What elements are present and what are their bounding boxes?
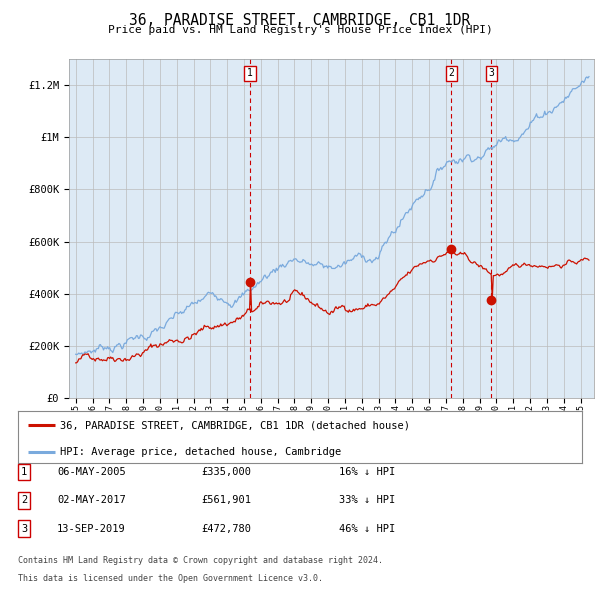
Text: HPI: Average price, detached house, Cambridge: HPI: Average price, detached house, Camb…: [60, 447, 341, 457]
Text: 13-SEP-2019: 13-SEP-2019: [57, 524, 126, 533]
Text: 1: 1: [247, 68, 253, 78]
Text: 06-MAY-2005: 06-MAY-2005: [57, 467, 126, 477]
Text: 1: 1: [21, 467, 27, 477]
Text: £472,780: £472,780: [201, 524, 251, 533]
Text: £561,901: £561,901: [201, 496, 251, 505]
Text: 36, PARADISE STREET, CAMBRIDGE, CB1 1DR: 36, PARADISE STREET, CAMBRIDGE, CB1 1DR: [130, 13, 470, 28]
Text: 33% ↓ HPI: 33% ↓ HPI: [339, 496, 395, 505]
Text: 02-MAY-2017: 02-MAY-2017: [57, 496, 126, 505]
Text: £335,000: £335,000: [201, 467, 251, 477]
Text: Price paid vs. HM Land Registry's House Price Index (HPI): Price paid vs. HM Land Registry's House …: [107, 25, 493, 35]
Text: 46% ↓ HPI: 46% ↓ HPI: [339, 524, 395, 533]
Text: 3: 3: [21, 524, 27, 533]
Text: 2: 2: [21, 496, 27, 505]
Text: 2: 2: [449, 68, 454, 78]
Text: 3: 3: [488, 68, 494, 78]
Text: This data is licensed under the Open Government Licence v3.0.: This data is licensed under the Open Gov…: [18, 574, 323, 583]
Text: 36, PARADISE STREET, CAMBRIDGE, CB1 1DR (detached house): 36, PARADISE STREET, CAMBRIDGE, CB1 1DR …: [60, 420, 410, 430]
Text: Contains HM Land Registry data © Crown copyright and database right 2024.: Contains HM Land Registry data © Crown c…: [18, 556, 383, 565]
Text: 16% ↓ HPI: 16% ↓ HPI: [339, 467, 395, 477]
